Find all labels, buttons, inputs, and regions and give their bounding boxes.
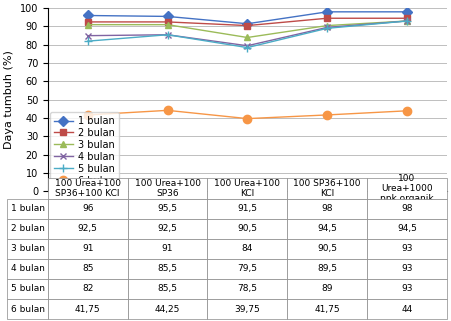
3 bulan xyxy=(404,19,410,23)
3 bulan xyxy=(165,23,170,27)
Y-axis label: Daya tumbuh (%): Daya tumbuh (%) xyxy=(4,50,14,149)
Line: 1 bulan: 1 bulan xyxy=(84,8,410,27)
4 bulan xyxy=(165,33,170,37)
1 bulan xyxy=(244,22,250,26)
Line: 5 bulan: 5 bulan xyxy=(83,17,411,52)
2 bulan xyxy=(85,20,91,24)
Line: 4 bulan: 4 bulan xyxy=(84,18,410,49)
2 bulan xyxy=(165,20,170,24)
Line: 6 bulan: 6 bulan xyxy=(83,106,411,123)
1 bulan xyxy=(85,13,91,17)
1 bulan xyxy=(324,10,330,14)
4 bulan xyxy=(324,25,330,29)
4 bulan xyxy=(244,44,250,48)
5 bulan xyxy=(85,39,91,43)
2 bulan xyxy=(324,16,330,20)
4 bulan xyxy=(404,19,410,23)
6 bulan xyxy=(324,113,330,117)
6 bulan xyxy=(244,117,250,120)
5 bulan xyxy=(404,19,410,23)
Line: 3 bulan: 3 bulan xyxy=(84,18,410,41)
6 bulan xyxy=(165,108,170,112)
Legend: 1 bulan, 2 bulan, 3 bulan, 4 bulan, 5 bulan, 6 bulan: 1 bulan, 2 bulan, 3 bulan, 4 bulan, 5 bu… xyxy=(50,112,119,189)
3 bulan xyxy=(85,23,91,27)
1 bulan xyxy=(404,10,410,14)
3 bulan xyxy=(324,24,330,28)
4 bulan xyxy=(85,34,91,38)
6 bulan xyxy=(404,109,410,113)
Line: 2 bulan: 2 bulan xyxy=(84,15,410,29)
1 bulan xyxy=(165,14,170,18)
2 bulan xyxy=(404,16,410,20)
5 bulan xyxy=(165,33,170,37)
5 bulan xyxy=(244,46,250,49)
2 bulan xyxy=(244,24,250,28)
6 bulan xyxy=(85,113,91,117)
3 bulan xyxy=(244,36,250,39)
5 bulan xyxy=(324,26,330,30)
